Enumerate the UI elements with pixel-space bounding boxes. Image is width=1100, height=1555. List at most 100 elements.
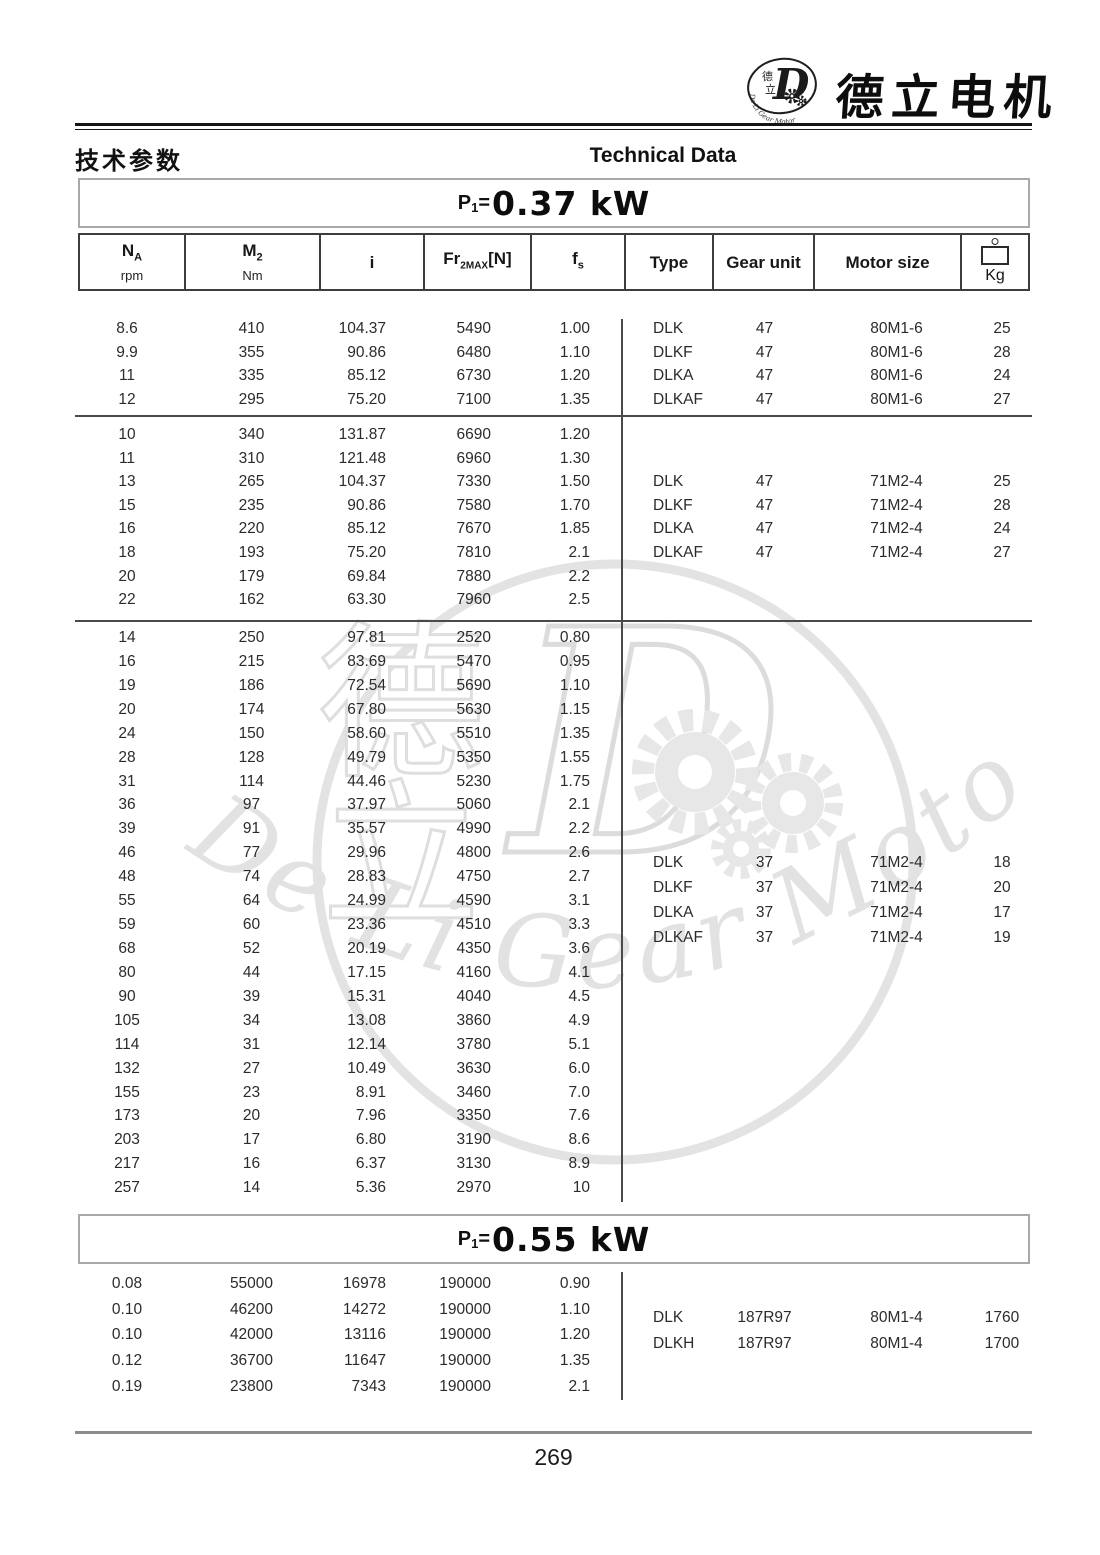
table-cell: 71M2-4 bbox=[870, 520, 923, 538]
table-row: 46 77 29.96 4800 2.6 bbox=[78, 841, 624, 865]
page-number: 269 bbox=[534, 1444, 573, 1470]
table-cell: 3780 bbox=[456, 1035, 491, 1053]
table-cell: 3350 bbox=[456, 1107, 491, 1125]
table-cell: 12.14 bbox=[347, 1035, 386, 1053]
table-cell: 25 bbox=[993, 320, 1011, 337]
table-row: 11 310 121.48 6960 1.30 bbox=[78, 447, 624, 471]
table-cell: 80 bbox=[118, 963, 136, 981]
table-cell: 20 bbox=[993, 879, 1011, 896]
ratio-table-block-4: 0.08 55000 16978 190000 0.90 0.10 46200 14272 19… bbox=[78, 1271, 624, 1399]
table-cell: 27 bbox=[993, 390, 1011, 408]
table-cell: 1.20 bbox=[559, 367, 590, 385]
table-cell: 410 bbox=[238, 320, 265, 337]
na-unit: rpm bbox=[120, 267, 144, 283]
table-row: 48 74 28.83 4750 2.7 bbox=[78, 865, 624, 889]
table-cell: 83.69 bbox=[347, 652, 386, 670]
table-cell: 162 bbox=[238, 591, 265, 609]
table-cell: 335 bbox=[238, 367, 265, 385]
table-row: 0.19 23800 7343 190000 2.1 bbox=[78, 1374, 624, 1400]
table-cell: 10 bbox=[118, 426, 136, 443]
table-cell: 220 bbox=[238, 520, 265, 538]
table-cell: 20 bbox=[118, 700, 136, 718]
table-cell: 20 bbox=[118, 567, 136, 585]
table-row: DLKH 187R97 80M1-4 1700 bbox=[626, 1331, 1030, 1357]
table-cell: 150 bbox=[238, 724, 265, 742]
table-cell: 217 bbox=[114, 1155, 140, 1173]
table-cell: 8.9 bbox=[568, 1155, 590, 1173]
table-row: 132 27 10.49 3630 6.0 bbox=[78, 1057, 624, 1081]
table-cell: 1.50 bbox=[559, 473, 590, 491]
table-row: 20 179 69.84 7880 2.2 bbox=[78, 565, 624, 589]
table-row: 217 16 6.37 3130 8.9 bbox=[78, 1152, 624, 1176]
table-cell: 2970 bbox=[456, 1179, 491, 1197]
table-cell: 2.1 bbox=[568, 543, 590, 561]
table-cell: 47 bbox=[755, 320, 774, 337]
table-cell: 47 bbox=[755, 390, 774, 408]
table-row: DLKF 37 71M2-4 20 bbox=[626, 875, 1030, 900]
table-cell: 179 bbox=[238, 567, 265, 585]
table-cell: 46 bbox=[118, 844, 136, 862]
logo-char-top: 德 bbox=[762, 69, 773, 83]
table-cell: 74 bbox=[242, 868, 261, 886]
logo-gear-icon bbox=[795, 95, 807, 107]
i-symbol: i bbox=[369, 252, 375, 272]
fr-symbol: Fr bbox=[443, 248, 461, 268]
table-cell: 2.2 bbox=[568, 567, 590, 585]
table-cell: 1.10 bbox=[559, 343, 590, 361]
table-cell: 90.86 bbox=[347, 496, 386, 514]
table-cell: 27 bbox=[242, 1059, 261, 1077]
type-table-block-4: DLK 187R97 80M1-4 1760 DLKH 187R97 80M1-4 1700 bbox=[626, 1305, 1030, 1356]
na-symbol-sub: A bbox=[134, 251, 143, 264]
power-symbol-sub: 1 bbox=[471, 199, 479, 215]
table-cell: 19 bbox=[993, 929, 1011, 946]
table-cell: 105 bbox=[114, 1011, 140, 1029]
table-cell: 28 bbox=[993, 496, 1011, 514]
power-equals: = bbox=[478, 1227, 490, 1250]
table-cell: 6.80 bbox=[355, 1131, 386, 1149]
table-cell: 13 bbox=[118, 473, 136, 491]
table-cell: 55 bbox=[118, 892, 136, 910]
table-cell: 4590 bbox=[456, 892, 491, 910]
table-row: 16 220 85.12 7670 1.85 bbox=[78, 517, 624, 541]
watermark-char-de: 德 bbox=[317, 606, 485, 802]
table-cell: 7960 bbox=[456, 591, 491, 609]
table-cell: 2.6 bbox=[568, 844, 590, 862]
brand-logo: 德 立 D De Li Gear Motor bbox=[747, 57, 817, 126]
table-cell: 80M1-6 bbox=[870, 390, 923, 408]
table-cell: 187R97 bbox=[737, 1309, 792, 1326]
table-cell: 72.54 bbox=[347, 676, 386, 694]
table-cell: 104.37 bbox=[338, 473, 386, 491]
table-cell: 28 bbox=[118, 748, 136, 766]
table-cell: 190000 bbox=[439, 1352, 491, 1370]
table-cell: 215 bbox=[238, 652, 265, 670]
table-cell: 71M2-4 bbox=[870, 854, 923, 871]
logo-ellipse bbox=[747, 57, 817, 115]
table-cell: 10.49 bbox=[347, 1059, 386, 1077]
table-cell: 1.20 bbox=[559, 1326, 590, 1344]
table-cell: 35.57 bbox=[347, 820, 386, 838]
table-cell: 18 bbox=[118, 543, 136, 561]
table-cell: 48 bbox=[118, 868, 136, 886]
column-header-motor-size: Motor size bbox=[815, 235, 962, 289]
table-cell: 47 bbox=[755, 473, 774, 490]
table-cell: 8.91 bbox=[355, 1083, 386, 1101]
table-cell: 7670 bbox=[456, 520, 491, 538]
table-cell: 16978 bbox=[342, 1275, 386, 1292]
table-cell: 24.99 bbox=[347, 892, 386, 910]
table-cell: 37 bbox=[755, 879, 774, 896]
table-row: 0.10 42000 13116 190000 1.20 bbox=[78, 1322, 624, 1348]
ratio-table-block-1: 8.6 410 104.37 5490 1.00 9.9 355 90.86 6480 1.10 1… bbox=[78, 317, 624, 411]
table-cell: 22 bbox=[118, 591, 136, 609]
table-row: 173 20 7.96 3350 7.6 bbox=[78, 1104, 624, 1128]
table-cell: 6730 bbox=[456, 367, 491, 385]
table-cell: 58.60 bbox=[347, 724, 386, 742]
table-row: 0.10 46200 14272 190000 1.10 bbox=[78, 1297, 624, 1323]
table-cell: 6.0 bbox=[568, 1059, 590, 1077]
table-header-row: NA rpm M2 Nm i Fr2MAX[N] fs Type Gear un… bbox=[78, 233, 1030, 291]
table-cell: 23800 bbox=[229, 1377, 274, 1395]
table-cell: 63.30 bbox=[347, 591, 386, 609]
table-cell: 16 bbox=[118, 652, 136, 670]
table-cell: 5350 bbox=[456, 748, 491, 766]
column-header-fs: fs bbox=[532, 235, 626, 289]
table-cell: DLKAF bbox=[653, 390, 703, 408]
